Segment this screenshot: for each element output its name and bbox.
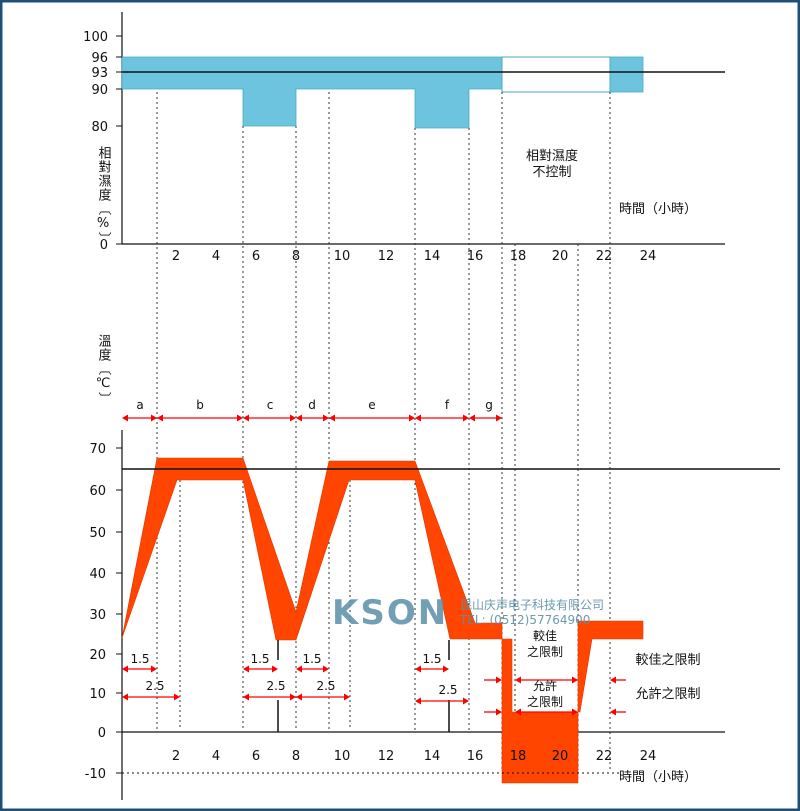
temperature-ytick-label: -10 xyxy=(85,767,106,782)
temperature-xtick-label: 8 xyxy=(292,749,300,764)
humidity-xtick-label: 12 xyxy=(378,249,395,264)
humidity-xtick-label: 10 xyxy=(334,249,351,264)
rate-label: 2.5 xyxy=(266,679,285,693)
temperature-xtick-label: 14 xyxy=(424,749,441,764)
humidity-ytick-label: 96 xyxy=(91,51,108,66)
humidity-xtick-label: 6 xyxy=(252,249,260,264)
temperature-xtick-label: 20 xyxy=(552,749,569,764)
better-limit-label: 之限制 xyxy=(527,645,563,659)
segment-label-g: g xyxy=(485,398,493,412)
temperature-panel: 70 60 50 40 30 20 10 0 -10 溫度〔℃〕 2 4 6 8… xyxy=(85,334,780,800)
temperature-xtick-label: 18 xyxy=(510,749,527,764)
temperature-xtick-label: 22 xyxy=(596,749,613,764)
humidity-y-tick-marks xyxy=(116,35,122,245)
segment-label-f: f xyxy=(445,398,450,412)
humidity-xtick-label: 20 xyxy=(552,249,569,264)
humidity-ytick-label: 100 xyxy=(83,30,108,45)
humidity-xtick-label: 4 xyxy=(212,249,220,264)
allowed-limit-label: 允許 xyxy=(533,678,557,693)
temperature-band xyxy=(121,457,644,784)
humidity-ytick-label: 0 xyxy=(100,238,108,253)
humidity-panel: 100 96 93 90 80 0 相對濕度〔%〕 2 4 6 8 10 12 … xyxy=(83,12,725,264)
legend-better-limit: 較佳之限制 xyxy=(635,653,700,668)
temperature-xtick-label: 6 xyxy=(252,749,260,764)
rate-label: 1.5 xyxy=(302,652,321,666)
humidity-uncontrolled-label: 不控制 xyxy=(532,165,571,180)
humidity-band-controlled xyxy=(121,56,503,129)
segment-label-d: d xyxy=(308,398,316,412)
temperature-xtick-label: 12 xyxy=(378,749,395,764)
humidity-xtick-label: 14 xyxy=(424,249,441,264)
rate-label: 1.5 xyxy=(250,652,269,666)
rate-label: 1.5 xyxy=(130,652,149,666)
better-limit-label: 較佳 xyxy=(533,628,557,643)
humidity-xtick-label: 18 xyxy=(510,249,527,264)
temperature-ytick-label: 20 xyxy=(89,648,106,663)
humidity-y-axis-label: 相對濕度〔%〕 xyxy=(96,146,112,246)
segment-label-a: a xyxy=(136,398,143,412)
transition-marks xyxy=(277,640,450,732)
rate-annotations: 1.5 2.5 1.5 2.5 1.5 2.5 1.5 2.5 xyxy=(122,652,469,705)
temperature-xtick-label: 24 xyxy=(640,749,657,764)
humidity-ytick-label: 80 xyxy=(91,120,108,135)
temperature-x-axis-label: 時間（小時） xyxy=(619,770,697,785)
humidity-uncontrolled-label: 相對濕度 xyxy=(526,148,578,164)
humidity-x-tick-labels: 2 4 6 8 10 12 14 16 18 20 22 24 xyxy=(172,249,656,264)
temperature-y-axis-label: 溫度〔℃〕 xyxy=(96,334,112,406)
watermark: KSON 昆山庆声电子科技有限公司 TEL: (0512)57764900 xyxy=(332,593,604,633)
watermark-tel: TEL: (0512)57764900 xyxy=(459,613,590,627)
segment-label-b: b xyxy=(196,398,204,412)
temperature-ytick-label: 60 xyxy=(89,484,106,499)
rate-label: 2.5 xyxy=(316,679,335,693)
limit-annotations: 較佳 之限制 允許 之限制 較佳之限制 允許之限制 xyxy=(484,628,701,716)
segment-label-e: e xyxy=(368,398,375,412)
rate-label: 2.5 xyxy=(438,683,457,697)
humidity-xtick-label: 24 xyxy=(640,249,657,264)
rate-label: 2.5 xyxy=(145,679,164,693)
temperature-ytick-label: 50 xyxy=(89,526,106,541)
segment-arrows xyxy=(122,414,502,422)
allowed-limit-label: 之限制 xyxy=(527,695,563,709)
temperature-ytick-label: 70 xyxy=(89,442,106,457)
humidity-band-end xyxy=(609,56,644,93)
time-guide-lines xyxy=(156,92,611,770)
humidity-ytick-label: 93 xyxy=(91,66,108,81)
watermark-logo: KSON xyxy=(332,593,448,633)
temperature-ytick-label: 30 xyxy=(89,608,106,623)
temperature-xtick-label: 16 xyxy=(467,749,484,764)
humidity-xtick-label: 2 xyxy=(172,249,180,264)
temperature-xtick-label: 10 xyxy=(334,749,351,764)
humidity-xtick-label: 22 xyxy=(596,249,613,264)
humidity-band-uncontrolled xyxy=(501,56,611,93)
temperature-xtick-label: 4 xyxy=(212,749,220,764)
humidity-xtick-label: 16 xyxy=(467,249,484,264)
temperature-ytick-label: 40 xyxy=(89,567,106,582)
legend-allowed-limit: 允許之限制 xyxy=(635,686,700,702)
humidity-x-axis-label: 時間（小時） xyxy=(619,202,697,217)
humidity-ytick-label: 90 xyxy=(91,83,108,98)
rate-label: 1.5 xyxy=(422,652,441,666)
segment-label-c: c xyxy=(267,398,274,412)
temperature-ytick-label: 10 xyxy=(89,687,106,702)
watermark-company: 昆山庆声电子科技有限公司 xyxy=(460,598,604,612)
temperature-xtick-label: 2 xyxy=(172,749,180,764)
segment-labels: a b c d e f g xyxy=(136,398,492,412)
temperature-ytick-label: 0 xyxy=(98,726,106,741)
temperature-x-tick-labels: 2 4 6 8 10 12 14 16 18 20 22 24 xyxy=(172,749,656,764)
temperature-y-tick-marks xyxy=(116,447,122,774)
